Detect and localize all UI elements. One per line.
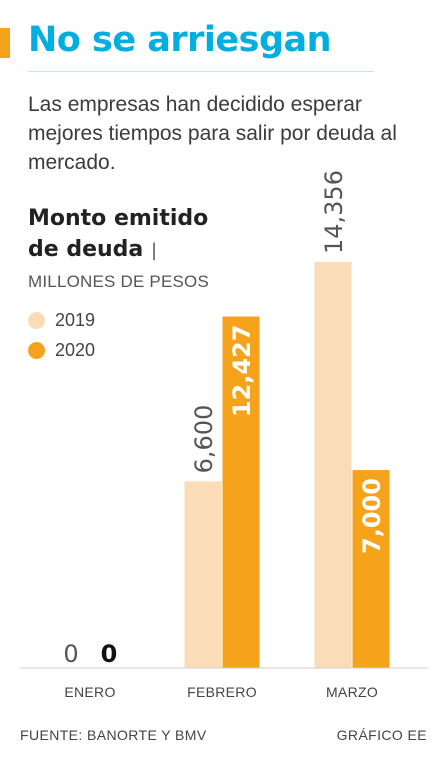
chart-legend: 2019 2020 [28, 305, 95, 365]
legend-item-2020: 2020 [28, 335, 95, 365]
bar-2020-febrero [222, 316, 260, 668]
value-label-2019-enero: 0 [63, 640, 78, 668]
category-label-enero: ENERO [64, 684, 115, 700]
value-label-2019-febrero: 6,600 [190, 405, 218, 474]
category-label-febrero: FEBRERO [187, 684, 257, 700]
chart-title-separator: | [150, 240, 158, 261]
chart-title: Monto emitido de deuda | [28, 203, 208, 266]
chart-source: FUENTE: BANORTE Y BMV [20, 727, 207, 743]
bar-2020-marzo [352, 470, 390, 668]
chart-credit: GRÁFICO EE [336, 727, 427, 743]
page-subtitle: Las empresas han decidido esperar mejore… [28, 93, 397, 174]
page-title: No se arriesgan [28, 20, 332, 60]
legend-item-2019: 2019 [28, 305, 95, 335]
chart-units: MILLONES DE PESOS [28, 272, 210, 291]
legend-swatch-2019 [28, 311, 45, 329]
value-label-2019-marzo: 14,356 [320, 170, 348, 254]
bar-2019-marzo [314, 262, 352, 668]
value-label-2020-febrero: 12,427 [228, 325, 256, 418]
legend-label-2020: 2020 [55, 339, 96, 360]
chart-title-line2: de deuda [28, 237, 144, 262]
bar-2019-febrero [184, 481, 222, 668]
value-label-2020-marzo: 7,000 [358, 478, 386, 554]
legend-swatch-2020 [28, 341, 45, 359]
title-divider [28, 71, 374, 72]
legend-label-2019: 2019 [55, 309, 96, 330]
title-accent-bar [0, 28, 10, 58]
chart-title-line1: Monto emitido [28, 206, 209, 231]
category-label-marzo: MARZO [326, 684, 378, 700]
value-label-2020-enero: 0 [101, 640, 118, 668]
